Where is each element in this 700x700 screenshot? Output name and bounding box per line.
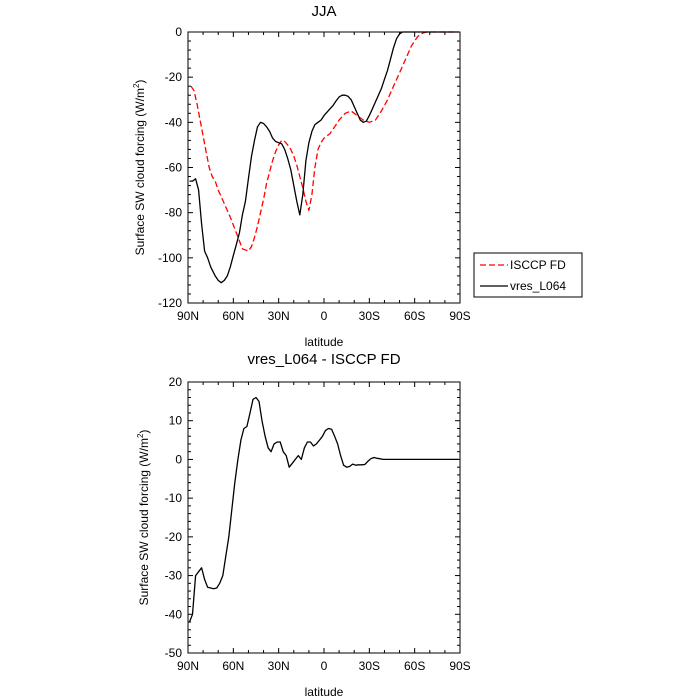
top-chart-y-tick-label: -120 [158, 296, 182, 310]
top-chart-x-tick-label: 0 [321, 309, 328, 323]
bottom-chart-x-tick-label: 30N [268, 659, 290, 673]
top-chart-x-tick-label: 90N [177, 309, 199, 323]
bottom-chart-series-lines [188, 396, 459, 623]
top-chart-y-axis-label: Surface SW cloud forcing (W/m2) [132, 80, 147, 256]
bottom-chart-y-axis-label: Surface SW cloud forcing (W/m2) [136, 430, 151, 606]
top-chart-title: JJA [311, 3, 336, 20]
top-chart-series-line-isccp-fd [190, 31, 459, 252]
bottom-chart-y-tick-label: 20 [169, 375, 183, 389]
bottom-chart: vres_L064 - ISCCP FD 90N 60N 30N 0 30S 60S 90S… [136, 351, 471, 699]
bottom-chart-series-line-0 [188, 396, 459, 623]
top-chart-x-tick-label: 30N [268, 309, 290, 323]
legend-box [473, 252, 583, 298]
bottom-chart-y-tick-label: 10 [169, 414, 183, 428]
top-chart-y-tick-label: -40 [165, 115, 183, 129]
top-chart-ticks: 90N 60N 30N 0 30S 60S 90S -120 -100 -80 -60 -40 -20 0 [158, 25, 471, 323]
top-chart-y-tick-label: -20 [165, 70, 183, 84]
bottom-chart-title: vres_L064 - ISCCP FD [247, 351, 400, 368]
bottom-chart-y-tick-label: 0 [175, 452, 182, 466]
bottom-chart-y-tick-label: -40 [165, 607, 183, 621]
legend-label-isccp-fd: ISCCP FD [510, 258, 566, 272]
top-chart-x-tick-label: 60S [404, 309, 425, 323]
bottom-chart-x-tick-label: 60N [222, 659, 244, 673]
bottom-chart-x-tick-label: 30S [359, 659, 380, 673]
top-chart-plot-frame [187, 31, 461, 304]
bottom-chart-y-tick-label: -10 [165, 491, 183, 505]
top-chart-legend: ISCCP FD vres_L064 [473, 252, 583, 298]
bottom-chart-plot-frame [187, 381, 461, 654]
bottom-chart-x-tick-label: 0 [321, 659, 328, 673]
top-chart-x-axis-label: latitude [305, 335, 344, 349]
bottom-chart-x-tick-label: 90N [177, 659, 199, 673]
bottom-chart-y-tick-label: -50 [165, 646, 183, 660]
top-chart-x-tick-label: 60N [222, 309, 244, 323]
bottom-chart-y-tick-label: -30 [165, 569, 183, 583]
top-chart-y-tick-label: -100 [158, 251, 182, 265]
top-chart-x-tick-label: 90S [449, 309, 470, 323]
top-chart-y-tick-label: 0 [175, 25, 182, 39]
bottom-chart-x-tick-label: 90S [449, 659, 470, 673]
top-chart-series-lines [189, 31, 459, 284]
bottom-chart-x-axis-label: latitude [305, 685, 344, 699]
top-chart-y-tick-label: -60 [165, 161, 183, 175]
bottom-chart-ticks: 90N 60N 30N 0 30S 60S 90S -50 -40 -30 -20 -10 0 10 20 [165, 375, 471, 673]
top-chart-x-tick-label: 30S [359, 309, 380, 323]
top-chart-series-line-vres-l064 [189, 31, 459, 284]
top-chart-y-tick-label: -80 [165, 206, 183, 220]
bottom-chart-y-tick-label: -20 [165, 530, 183, 544]
top-chart: JJA 90N 60N 30N 0 30S 60S 90S -120 -100 -80 -60 -40… [132, 3, 583, 349]
legend-label-vres-l064: vres_L064 [510, 279, 566, 293]
bottom-chart-x-tick-label: 60S [404, 659, 425, 673]
